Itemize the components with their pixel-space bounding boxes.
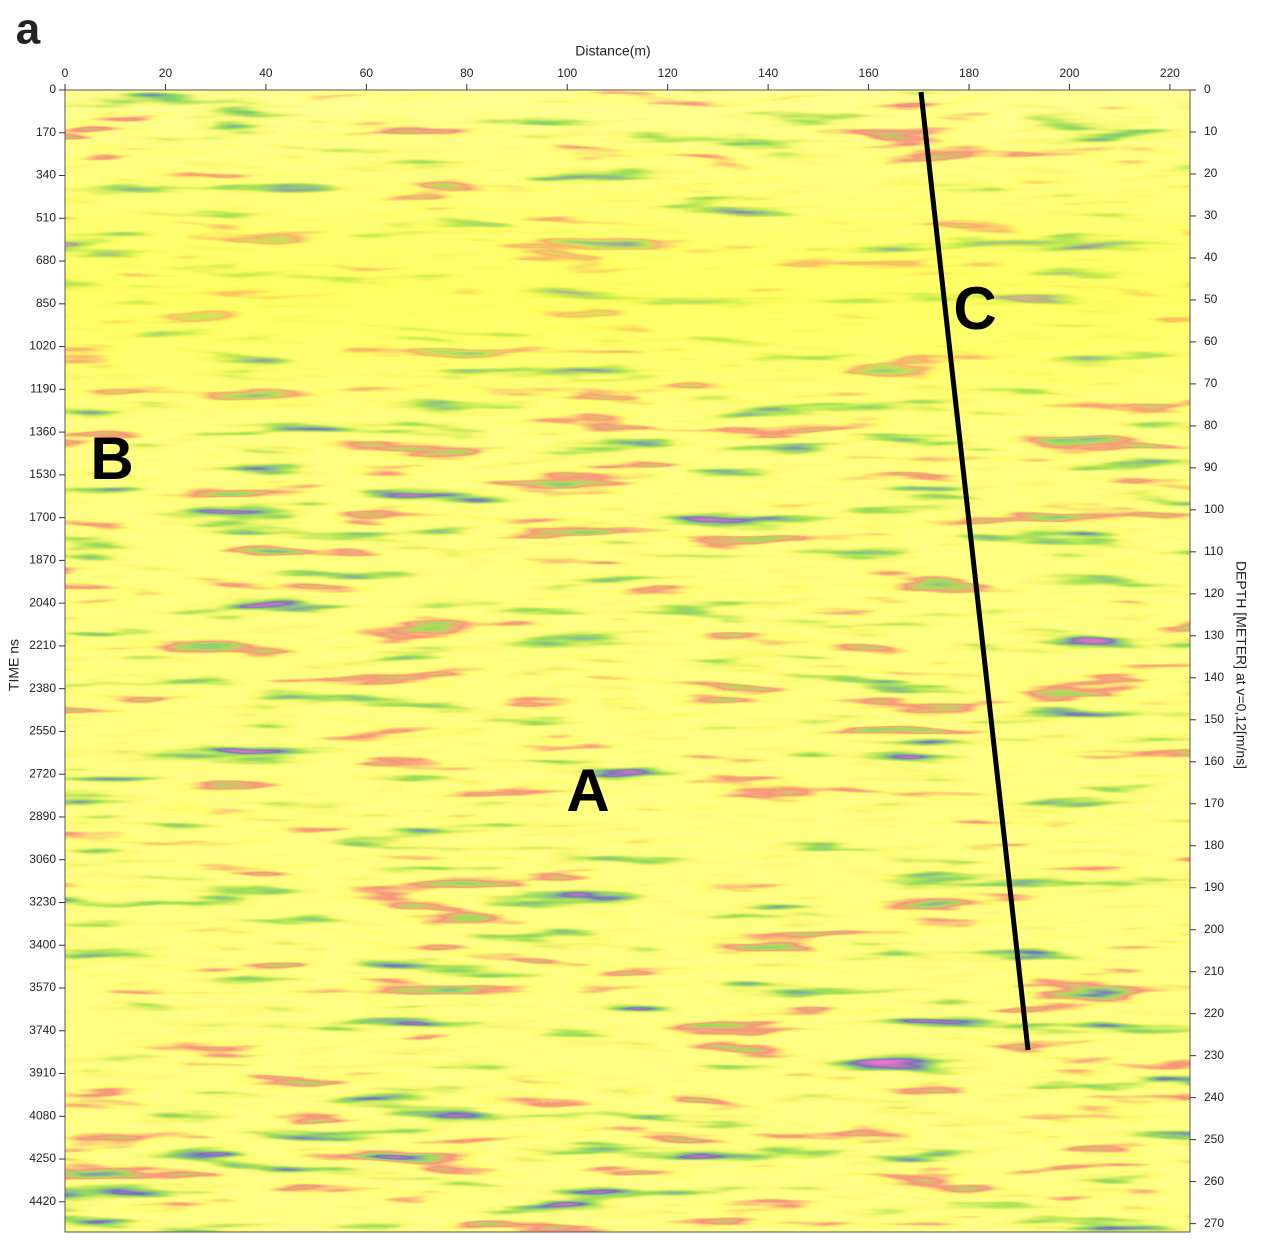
y-tick-label: 3910 — [29, 1066, 56, 1080]
y2-tick-label: 110 — [1204, 544, 1223, 558]
y2-tick-label: 180 — [1204, 838, 1224, 852]
y2-tick-label: 270 — [1204, 1216, 1224, 1230]
y2-tick-label: 90 — [1204, 460, 1218, 474]
interpretation-line — [918, 91, 1031, 1051]
y2-tick-label: 220 — [1204, 1006, 1224, 1020]
y2-tick-label: 0 — [1204, 82, 1211, 96]
x-tick-label: 40 — [259, 66, 273, 80]
y-tick-label: 0 — [49, 82, 56, 96]
y2-tick-label: 210 — [1204, 964, 1224, 978]
y2-tick-label: 80 — [1204, 418, 1218, 432]
y2-tick-label: 190 — [1204, 880, 1224, 894]
y2-tick-label: 40 — [1204, 250, 1218, 264]
x-tick-label: 160 — [859, 66, 879, 80]
x-tick-label: 80 — [460, 66, 474, 80]
y2-tick-label: 30 — [1204, 208, 1218, 222]
y-tick-label: 3230 — [29, 895, 56, 909]
y2-tick-label: 70 — [1204, 376, 1218, 390]
y-tick-label: 340 — [36, 168, 56, 182]
x-tick-label: 180 — [959, 66, 979, 80]
y2-axis-title: DEPTH [METER] at v=0,12[m/ns] — [1233, 561, 1249, 769]
x-tick-label: 220 — [1160, 66, 1180, 80]
x-tick-label: 60 — [360, 66, 374, 80]
y2-tick-label: 50 — [1204, 292, 1218, 306]
y-tick-label: 1190 — [30, 382, 56, 396]
y-tick-label: 2040 — [29, 595, 56, 609]
y2-tick-label: 140 — [1204, 670, 1224, 684]
y-tick-label: 4250 — [29, 1151, 56, 1165]
y-tick-label: 510 — [36, 210, 56, 224]
y-tick-label: 1360 — [29, 424, 56, 438]
y2-tick-label: 200 — [1204, 922, 1224, 936]
y-tick-label: 850 — [36, 296, 56, 310]
y2-tick-label: 160 — [1204, 754, 1224, 768]
y-tick-label: 3740 — [29, 1023, 56, 1037]
y-tick-label: 2380 — [29, 681, 56, 695]
x-tick-label: 0 — [62, 66, 69, 80]
x-tick-label: 20 — [159, 66, 173, 80]
y-tick-label: 3570 — [29, 980, 56, 994]
y-tick-label: 4080 — [29, 1108, 56, 1122]
y2-tick-label: 250 — [1204, 1132, 1224, 1146]
y-tick-label: 3400 — [29, 937, 56, 951]
y-tick-label: 2550 — [29, 724, 56, 738]
y-tick-label: 2890 — [29, 809, 56, 823]
y-tick-label: 1530 — [29, 467, 56, 481]
y2-tick-label: 10 — [1204, 124, 1218, 138]
y-tick-label: 680 — [36, 253, 56, 267]
annotation: B — [90, 425, 133, 492]
x-tick-label: 100 — [557, 66, 577, 80]
y-tick-label: 2210 — [29, 638, 56, 652]
x-tick-label: 200 — [1059, 66, 1079, 80]
x-tick-label: 140 — [758, 66, 778, 80]
y2-tick-label: 170 — [1204, 796, 1224, 810]
panel-label: a — [16, 5, 41, 54]
plot-frame — [64, 89, 1191, 1233]
y-tick-label: 4420 — [29, 1194, 56, 1208]
x-axis-title: Distance(m) — [575, 43, 650, 59]
radar-fade — [65, 90, 1190, 1232]
y-tick-label: 2720 — [29, 766, 56, 780]
y2-tick-label: 130 — [1204, 628, 1224, 642]
annotation: A — [566, 757, 609, 824]
y-axis-title: TIME ns — [6, 639, 22, 691]
y2-tick-label: 260 — [1204, 1174, 1224, 1188]
y2-tick-label: 230 — [1204, 1048, 1224, 1062]
y2-tick-label: 150 — [1204, 712, 1224, 726]
y2-tick-label: 100 — [1204, 502, 1224, 516]
y2-tick-label: 60 — [1204, 334, 1218, 348]
annotation: C — [953, 275, 996, 342]
y2-tick-label: 120 — [1204, 586, 1224, 600]
y2-tick-label: 20 — [1204, 166, 1218, 180]
x-tick-label: 120 — [658, 66, 678, 80]
radargram-image — [64, 89, 1191, 1233]
y-tick-label: 1700 — [29, 510, 56, 524]
y-tick-label: 1020 — [29, 339, 56, 353]
y-tick-label: 170 — [36, 125, 56, 139]
y2-tick-label: 240 — [1204, 1090, 1224, 1104]
y-tick-label: 1870 — [29, 553, 56, 567]
y-tick-label: 3060 — [29, 852, 56, 866]
